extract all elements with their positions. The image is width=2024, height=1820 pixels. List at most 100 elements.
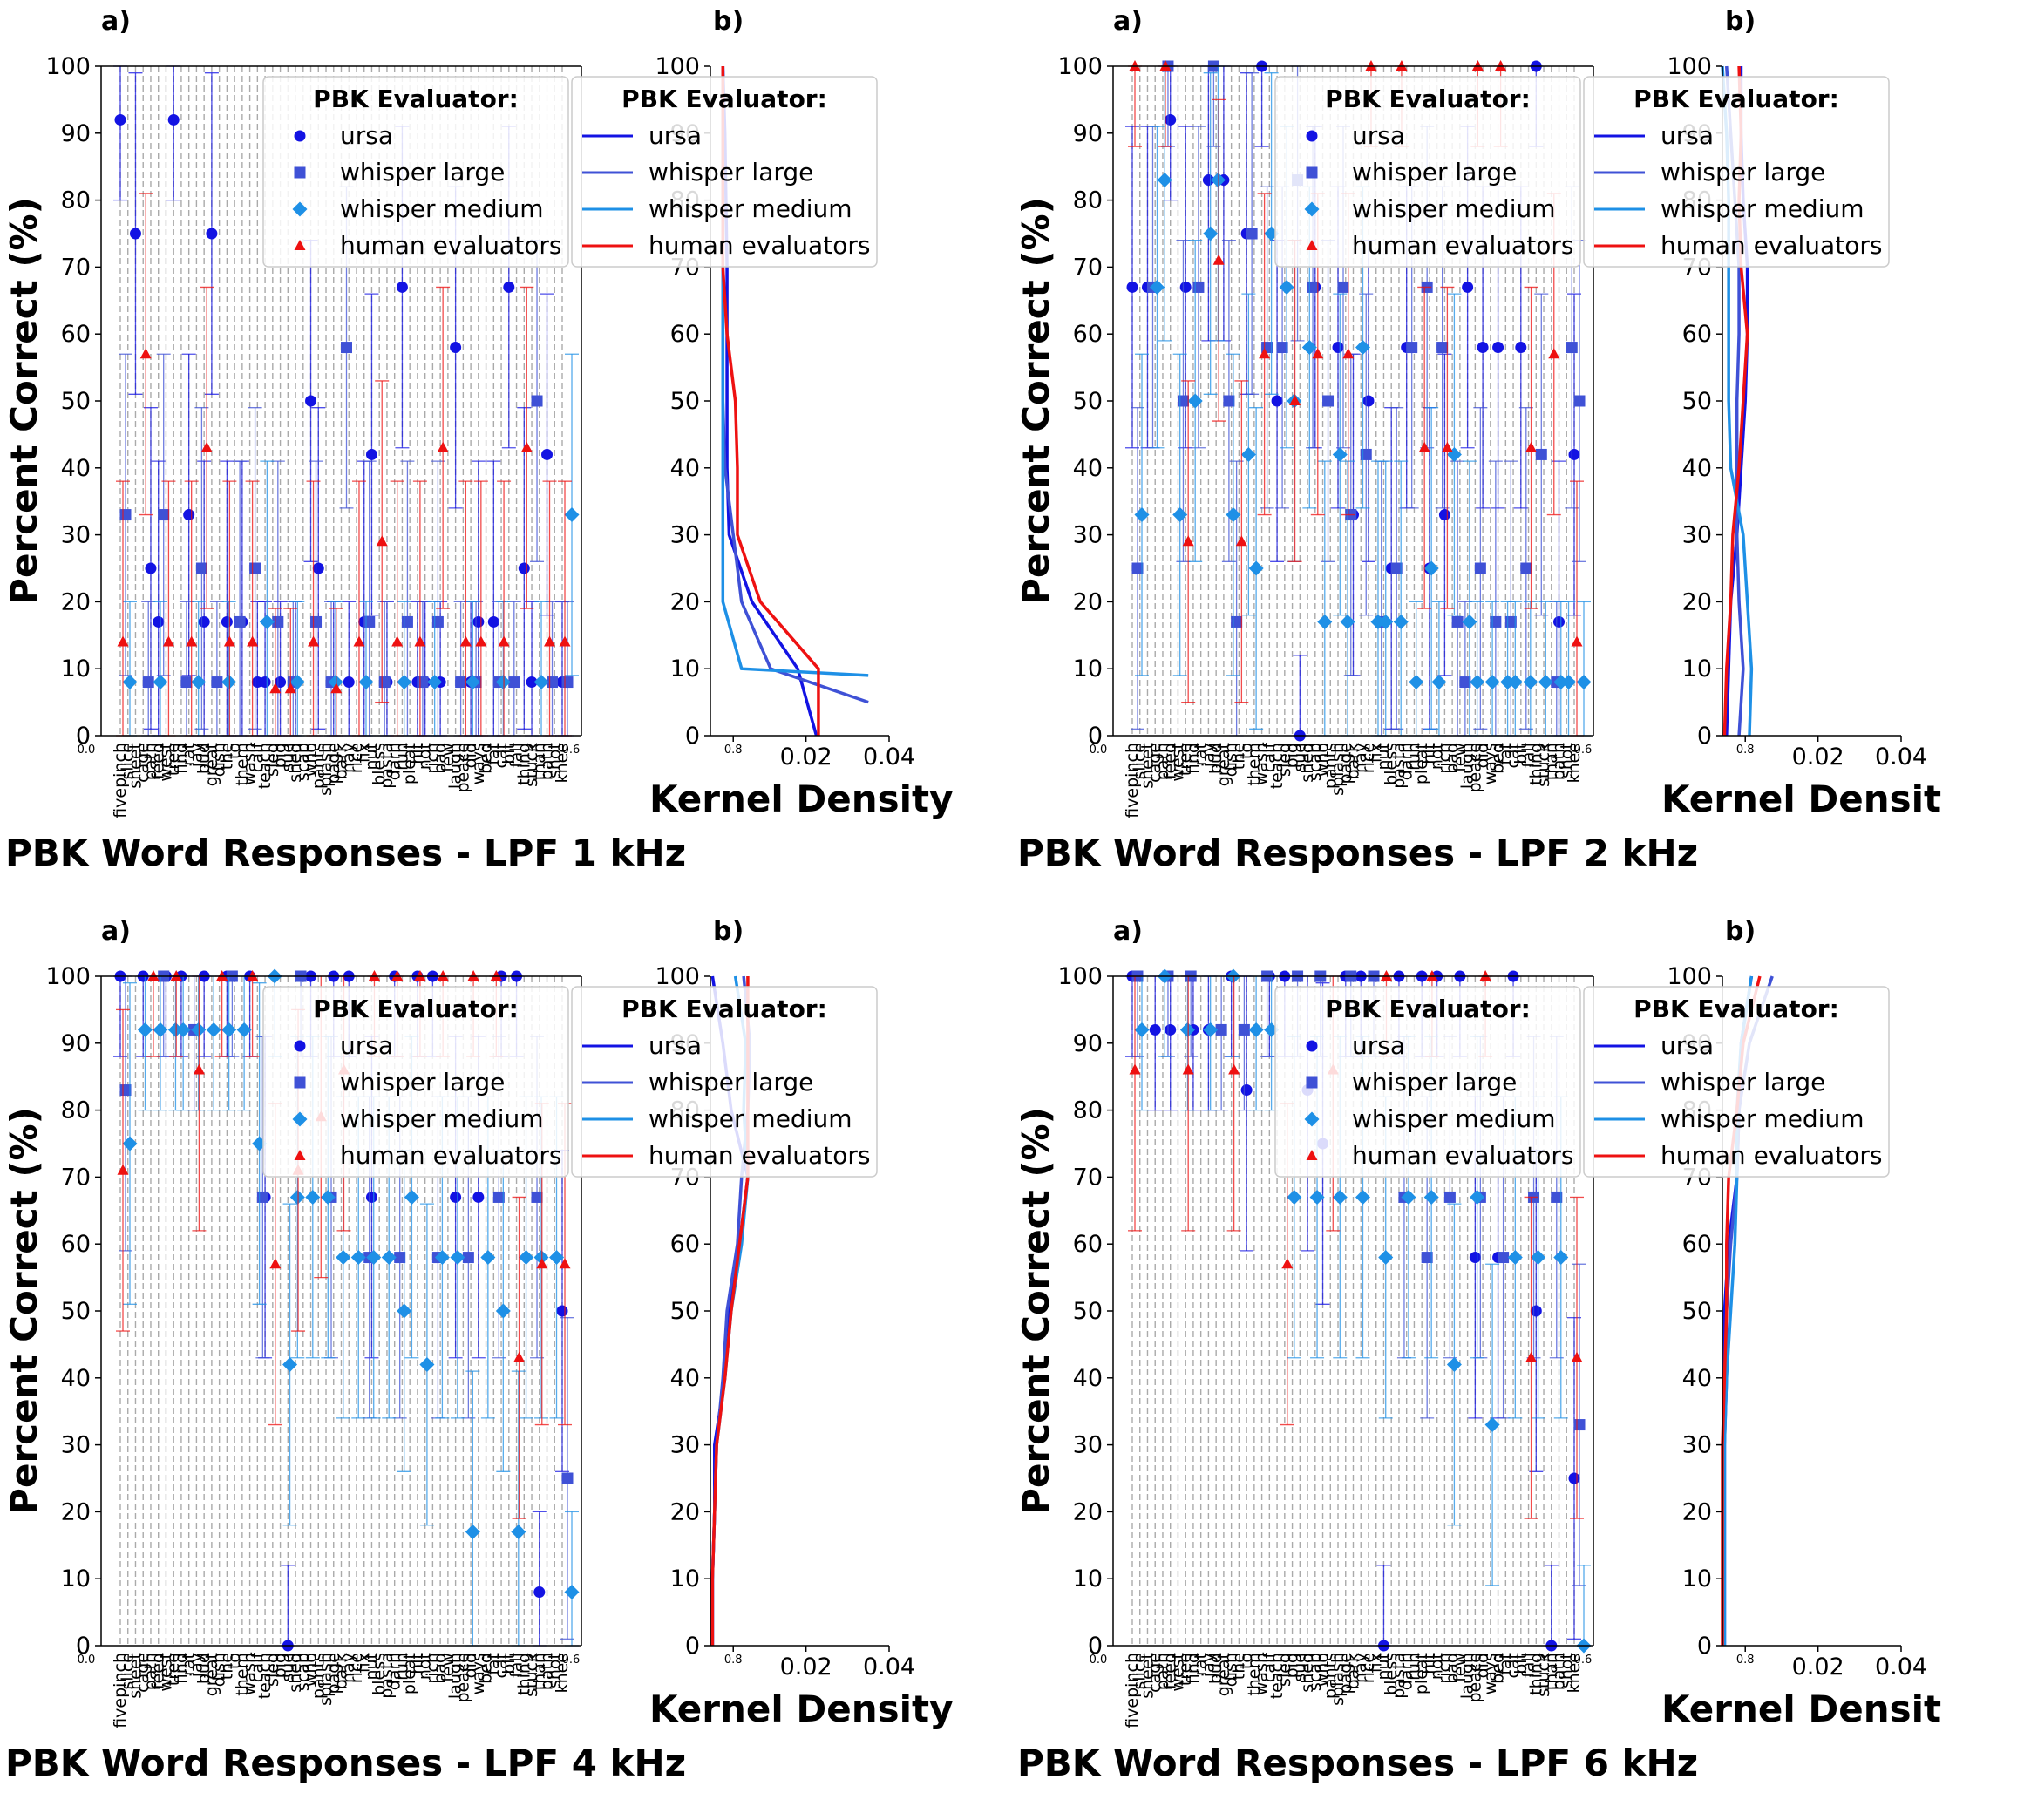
a-ytick-label: 20: [61, 588, 91, 615]
ursa-point: [1362, 395, 1375, 407]
whisper-large-point: [1307, 281, 1319, 293]
word-tick-label: bark: [332, 1653, 351, 1690]
b-ytick-label: 30: [670, 522, 700, 549]
whisper-medium-point: [191, 675, 207, 690]
whisper-medium-point: [1264, 226, 1280, 241]
word-tick-label: pig: [1283, 1653, 1302, 1678]
whisper-large-point: [1459, 676, 1471, 689]
word-tick-label: thing: [514, 1653, 533, 1695]
ursa-point: [1126, 281, 1138, 293]
word-tick-label: the: [217, 1653, 236, 1680]
word-tick-label: rich: [1435, 743, 1454, 774]
a-ytick-label: 90: [61, 120, 91, 147]
word-tick-label: than: [530, 1653, 549, 1690]
kde-x-axis-label: Kernel Densit: [1661, 1688, 1941, 1730]
whisper-large-point: [1474, 562, 1486, 574]
a-ytick-label: 100: [1057, 53, 1103, 80]
a-ytick-label: 70: [1073, 254, 1103, 281]
whisper-medium-point: [1553, 675, 1569, 690]
whisper-large-point: [195, 562, 207, 574]
word-tick-label: fivepinch: [1123, 743, 1142, 818]
whisper-medium-point: [358, 675, 374, 690]
whisper-medium-point: [1279, 279, 1294, 295]
word-tick-label: knee: [1565, 743, 1584, 783]
human-evaluators-point: [269, 1258, 282, 1269]
word-tick-label: to: [1237, 743, 1256, 759]
whisper-large-point: [1551, 1191, 1563, 1203]
human-evaluators-point: [391, 635, 404, 647]
word-tick-label: fivepinch: [111, 1653, 130, 1728]
human-evaluators-point: [1342, 348, 1355, 359]
whisper-medium-point: [122, 675, 138, 690]
word-tick-label: nut: [1374, 1653, 1393, 1681]
whisper-medium-point: [564, 1585, 580, 1600]
human-evaluators-point: [475, 635, 487, 647]
b-ytick-label: 60: [1682, 1231, 1712, 1258]
a-ytick-label: 20: [1073, 1498, 1103, 1525]
a-ytick-label: 30: [1073, 1432, 1103, 1459]
word-tick-label: bit: [499, 743, 519, 764]
b-ytick-label: 20: [670, 1498, 700, 1525]
human-evaluators-point: [269, 682, 282, 694]
whisper-medium-point: [1134, 507, 1150, 523]
word-tick-label: pig: [271, 743, 290, 768]
whisper-medium-point: [1484, 675, 1500, 690]
b-ytick-label: 10: [670, 655, 700, 682]
whisper-large-point: [1573, 1419, 1586, 1431]
a-ytick-label: 60: [61, 321, 91, 348]
legend-a-title: PBK Evaluator:: [1325, 85, 1531, 113]
word-tick-label: them: [1245, 743, 1264, 786]
whisper-large-point: [378, 676, 391, 689]
a-ytick-label: 30: [61, 522, 91, 549]
word-tick-label: rich: [423, 1653, 442, 1684]
a-ytick-label: 10: [1073, 1565, 1103, 1592]
legend-a-human-evaluators-label: human evaluators: [340, 231, 561, 260]
whisper-large-point: [1246, 228, 1258, 240]
ursa-point: [114, 113, 126, 126]
word-tick-label: sheet: [1138, 1653, 1157, 1699]
whisper-medium-point: [1370, 614, 1386, 629]
legend-a-whisper-medium-label: whisper medium: [1352, 194, 1556, 223]
whisper-medium-point: [533, 1250, 549, 1266]
human-evaluators-point: [223, 635, 235, 647]
word-tick-label: pasta: [1389, 743, 1409, 789]
b-ytick-label: 100: [1667, 963, 1712, 990]
whisper-medium-point: [1507, 675, 1523, 690]
human-evaluators-point: [459, 635, 472, 647]
ursa-point: [1165, 1023, 1177, 1036]
word-tick-label: rat: [180, 743, 199, 766]
whisper-medium-point: [1409, 675, 1424, 690]
word-tick-label: tree: [164, 743, 183, 776]
whisper-medium-point: [1134, 1022, 1150, 1037]
whisper-medium-point: [206, 1022, 221, 1037]
word-tick-label: thing: [1526, 743, 1545, 785]
b-ytick-label: 100: [655, 963, 700, 990]
whisper-medium-point: [1523, 675, 1538, 690]
word-tick-label: bark: [1344, 743, 1363, 780]
a-ytick-label: 80: [1073, 187, 1103, 214]
whisper-large-point: [531, 1191, 543, 1203]
human-evaluators-point: [368, 970, 380, 981]
whisper-medium-point: [153, 675, 168, 690]
ursa-point: [1271, 395, 1283, 407]
word-tick-label: cage: [133, 1653, 153, 1693]
b-xtick-label: 0.8: [1736, 744, 1755, 757]
word-tick-label: hay: [339, 743, 358, 773]
ursa-point: [1202, 174, 1214, 187]
legend-a-whisper-medium-marker: [1304, 201, 1320, 217]
word-tick-label: slice: [1131, 743, 1150, 780]
legend-a-ursa-label: ursa: [340, 1031, 393, 1060]
whisper-large-point: [1421, 1252, 1433, 1264]
whisper-medium-point: [1248, 560, 1264, 576]
ursa-point: [503, 281, 515, 293]
whisper-large-point: [508, 676, 520, 689]
word-tick-label: pleat: [400, 1653, 419, 1694]
word-tick-label: who: [1314, 1653, 1333, 1687]
legend-a-ursa-marker: [294, 1040, 306, 1052]
ursa-point: [396, 281, 408, 293]
whisper-large-point: [142, 676, 154, 689]
word-tick-label: sue: [278, 1653, 297, 1682]
word-tick-label: nut: [1374, 743, 1393, 771]
whisper-medium-point: [511, 1524, 526, 1539]
a-ytick-label: 20: [61, 1498, 91, 1525]
